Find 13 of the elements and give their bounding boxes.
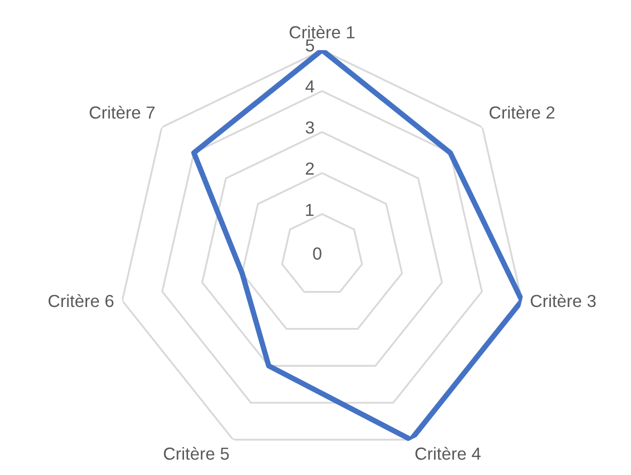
y-tick-label: 1	[306, 204, 314, 216]
spoke-label: Critère 2	[490, 106, 554, 119]
spoke-label: Critère 5	[164, 446, 229, 460]
spoke-label: Critère 7	[90, 106, 155, 119]
y-tick-label: 3	[306, 121, 314, 134]
y-tick-label: 4	[305, 80, 314, 92]
spoke-label: Critère 3	[530, 294, 596, 308]
spoke-label: Critère 4	[415, 446, 481, 460]
spoke-label: Critère 6	[48, 294, 114, 308]
y-tick-label: 2	[306, 162, 314, 175]
y-tick-label: 0	[313, 247, 322, 260]
spoke-label: Critère 1	[290, 25, 355, 38]
y-tick-label: 5	[306, 39, 314, 52]
